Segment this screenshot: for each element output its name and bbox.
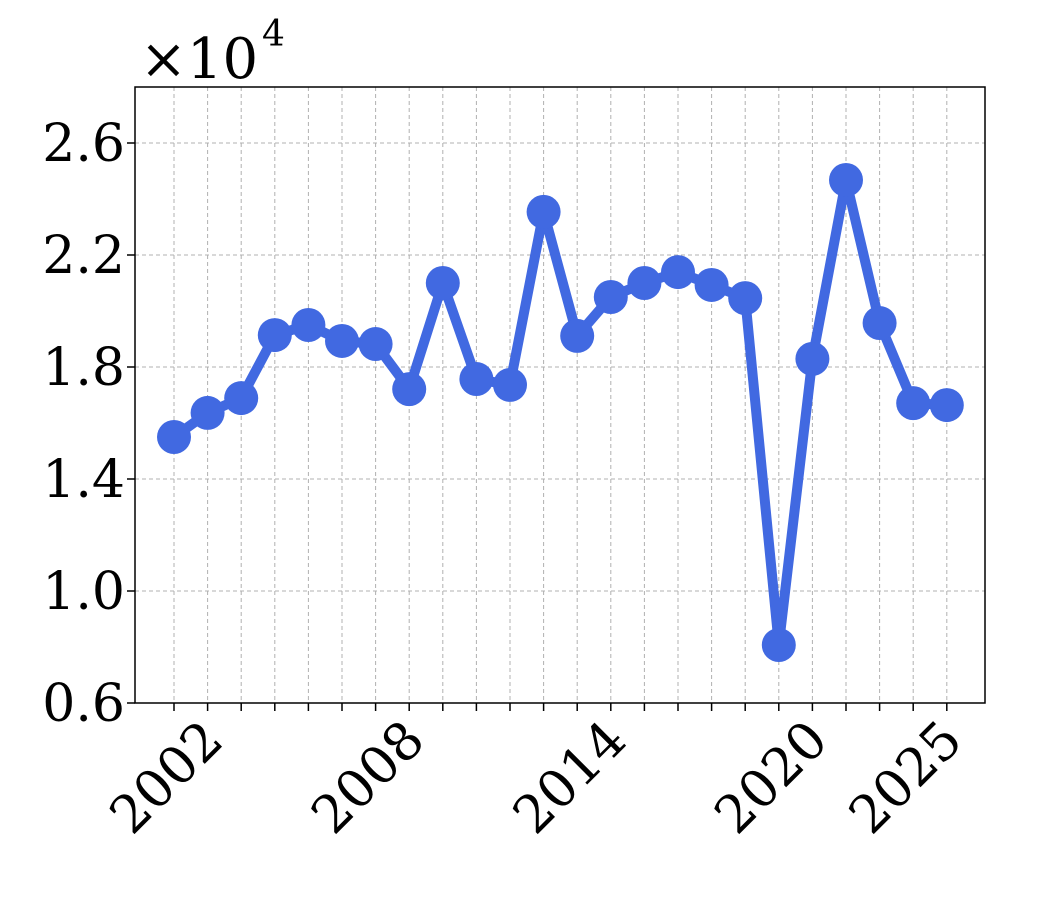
point	[392, 372, 427, 407]
point	[694, 267, 729, 302]
point	[224, 381, 259, 416]
point	[761, 628, 796, 663]
point	[862, 306, 897, 341]
point	[829, 162, 863, 197]
x-tick-label: 2020	[704, 710, 840, 846]
point	[627, 266, 662, 300]
point	[257, 318, 292, 353]
point	[157, 420, 191, 454]
plot-frame	[134, 86, 986, 704]
point	[325, 323, 359, 358]
y-tick-label: 0.6	[42, 674, 125, 734]
y-tick-label: 2.2	[42, 226, 125, 286]
y-multiplier: ×10	[140, 27, 258, 92]
y-multiplier-exponent: 4	[262, 14, 285, 55]
y-tick-label: 1.4	[42, 450, 125, 510]
line	[171, 174, 948, 651]
point	[795, 341, 830, 376]
point	[560, 318, 595, 353]
point	[459, 362, 494, 397]
point	[593, 280, 628, 314]
point	[896, 386, 931, 421]
point	[728, 281, 763, 316]
x-tick-label: 2025	[838, 710, 974, 846]
point	[291, 308, 326, 342]
y-tick-label: 1.0	[42, 562, 125, 622]
point	[493, 367, 527, 402]
point	[661, 255, 695, 290]
point	[425, 266, 460, 300]
point	[929, 388, 964, 423]
y-tick-label: 1.8	[42, 338, 125, 398]
y-tick-label: 2.6	[42, 114, 125, 174]
point	[190, 395, 225, 430]
x-tick-label: 2008	[300, 710, 436, 846]
x-tick-label: 2014	[502, 710, 638, 846]
point	[526, 194, 561, 229]
point	[358, 327, 393, 362]
